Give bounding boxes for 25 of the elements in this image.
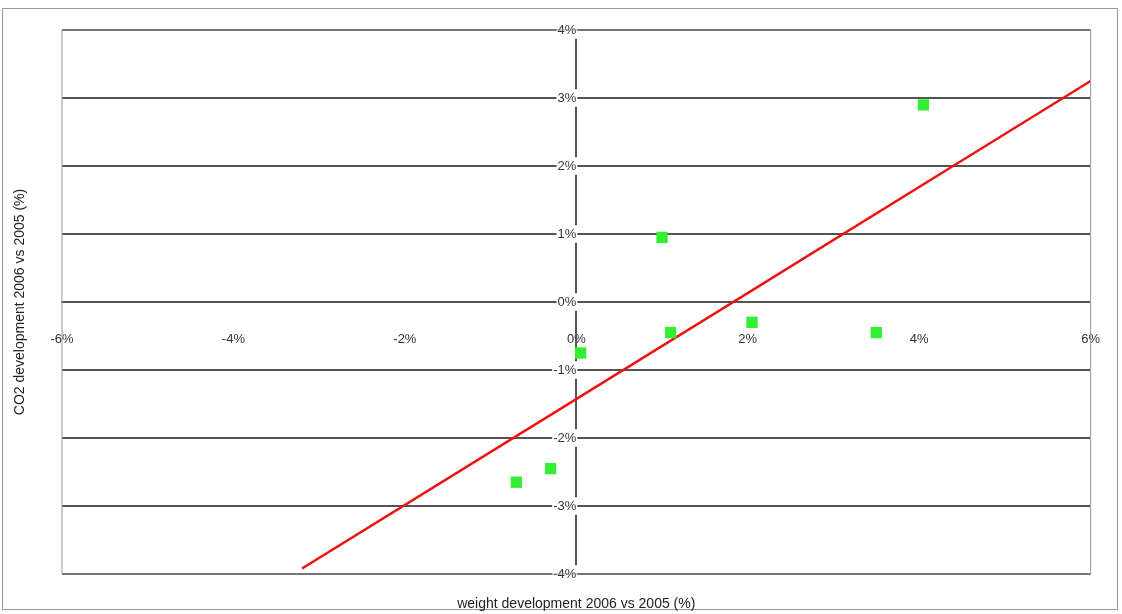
y-tick-label: 1%: [557, 225, 577, 241]
point: [746, 316, 758, 329]
y-tick-label: -2%: [553, 429, 577, 445]
point: [870, 326, 882, 339]
y-tick-label: 2%: [557, 157, 577, 173]
y-tick-label: -3%: [553, 497, 577, 513]
y-tick-label: -4%: [553, 565, 577, 581]
point: [664, 326, 677, 339]
x-tick-label: 2%: [738, 331, 758, 347]
point: [574, 347, 587, 359]
point: [544, 462, 557, 475]
point: [510, 476, 522, 488]
x-tick-label: -6%: [50, 331, 74, 347]
y-tick-label: 3%: [557, 89, 577, 105]
x-tick-label: -4%: [221, 331, 246, 347]
y-tick-label: 4%: [557, 21, 577, 37]
point: [656, 231, 668, 244]
point: [917, 99, 930, 111]
y-tick-label: -1%: [553, 361, 577, 377]
y-tick-label: 0%: [557, 293, 577, 309]
y-axis-title: CO2 development 2006 vs 2005 (%): [10, 188, 27, 416]
x-tick-label: 4%: [909, 331, 929, 347]
x-tick-label: -2%: [393, 331, 417, 347]
x-tick-label: 6%: [1081, 331, 1101, 347]
x-axis-title: weight development 2006 vs 2005 (%): [456, 594, 696, 611]
